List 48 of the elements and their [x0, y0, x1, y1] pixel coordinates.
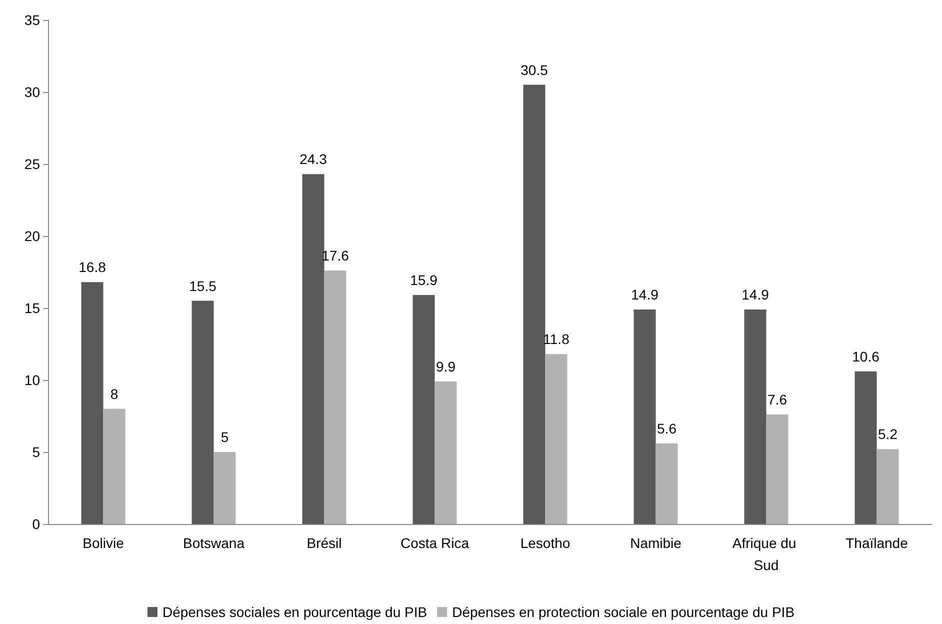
bar: [523, 84, 546, 524]
data-label: 7.6: [768, 392, 788, 408]
data-label: 9.9: [436, 358, 456, 374]
data-label: 5.2: [878, 426, 898, 442]
bar: [412, 295, 435, 524]
y-tick-label: 0: [32, 516, 40, 532]
x-tick-label: Bolivie: [82, 535, 124, 551]
x-tick-label: Brésil: [306, 535, 342, 551]
y-tick-label: 15: [24, 300, 40, 316]
bar: [854, 371, 877, 524]
x-tick-label: Costa Rica: [400, 535, 470, 551]
data-label: 24.3: [300, 151, 328, 168]
bar: [434, 381, 457, 524]
legend-label: Dépenses en protection sociale en pourcentage du PIB: [452, 604, 795, 620]
y-tick-label: 25: [24, 156, 40, 172]
data-label: 10.6: [852, 348, 880, 364]
x-tick-label: Botswana: [183, 535, 245, 551]
bar: [744, 309, 766, 524]
data-label: 8: [110, 386, 118, 402]
x-tick-label: Thaïlande: [846, 535, 908, 551]
y-tick-label: 30: [24, 84, 40, 100]
legend-label: Dépenses sociales en pourcentage du PIB: [162, 604, 428, 620]
data-label: 5.6: [657, 420, 677, 436]
y-tick-label: 35: [24, 12, 40, 28]
bar: [192, 300, 214, 524]
data-label: 15.5: [189, 278, 217, 294]
bar: [103, 408, 126, 524]
bar: [302, 174, 324, 524]
data-label: 5: [220, 429, 229, 445]
data-label: 16.8: [78, 259, 106, 276]
data-label: 15.9: [410, 272, 438, 288]
y-tick-label: 10: [24, 372, 40, 388]
bar: [81, 282, 104, 524]
x-tick-label: Afrique du Sud: [732, 535, 800, 573]
bar: [545, 354, 568, 524]
y-tick-label: 20: [24, 228, 40, 244]
bar: [324, 270, 346, 524]
bar: [634, 309, 656, 524]
data-label: 14.9: [631, 286, 659, 302]
x-tick-label: Lesotho: [520, 535, 570, 551]
bar: [214, 452, 236, 524]
bar: [656, 443, 678, 524]
data-label: 30.5: [520, 62, 548, 78]
bar: [876, 449, 899, 524]
data-label: 14.9: [742, 286, 770, 302]
bar: [766, 414, 788, 524]
x-tick-label: Namibie: [630, 535, 682, 551]
y-tick-label: 5: [32, 444, 40, 460]
